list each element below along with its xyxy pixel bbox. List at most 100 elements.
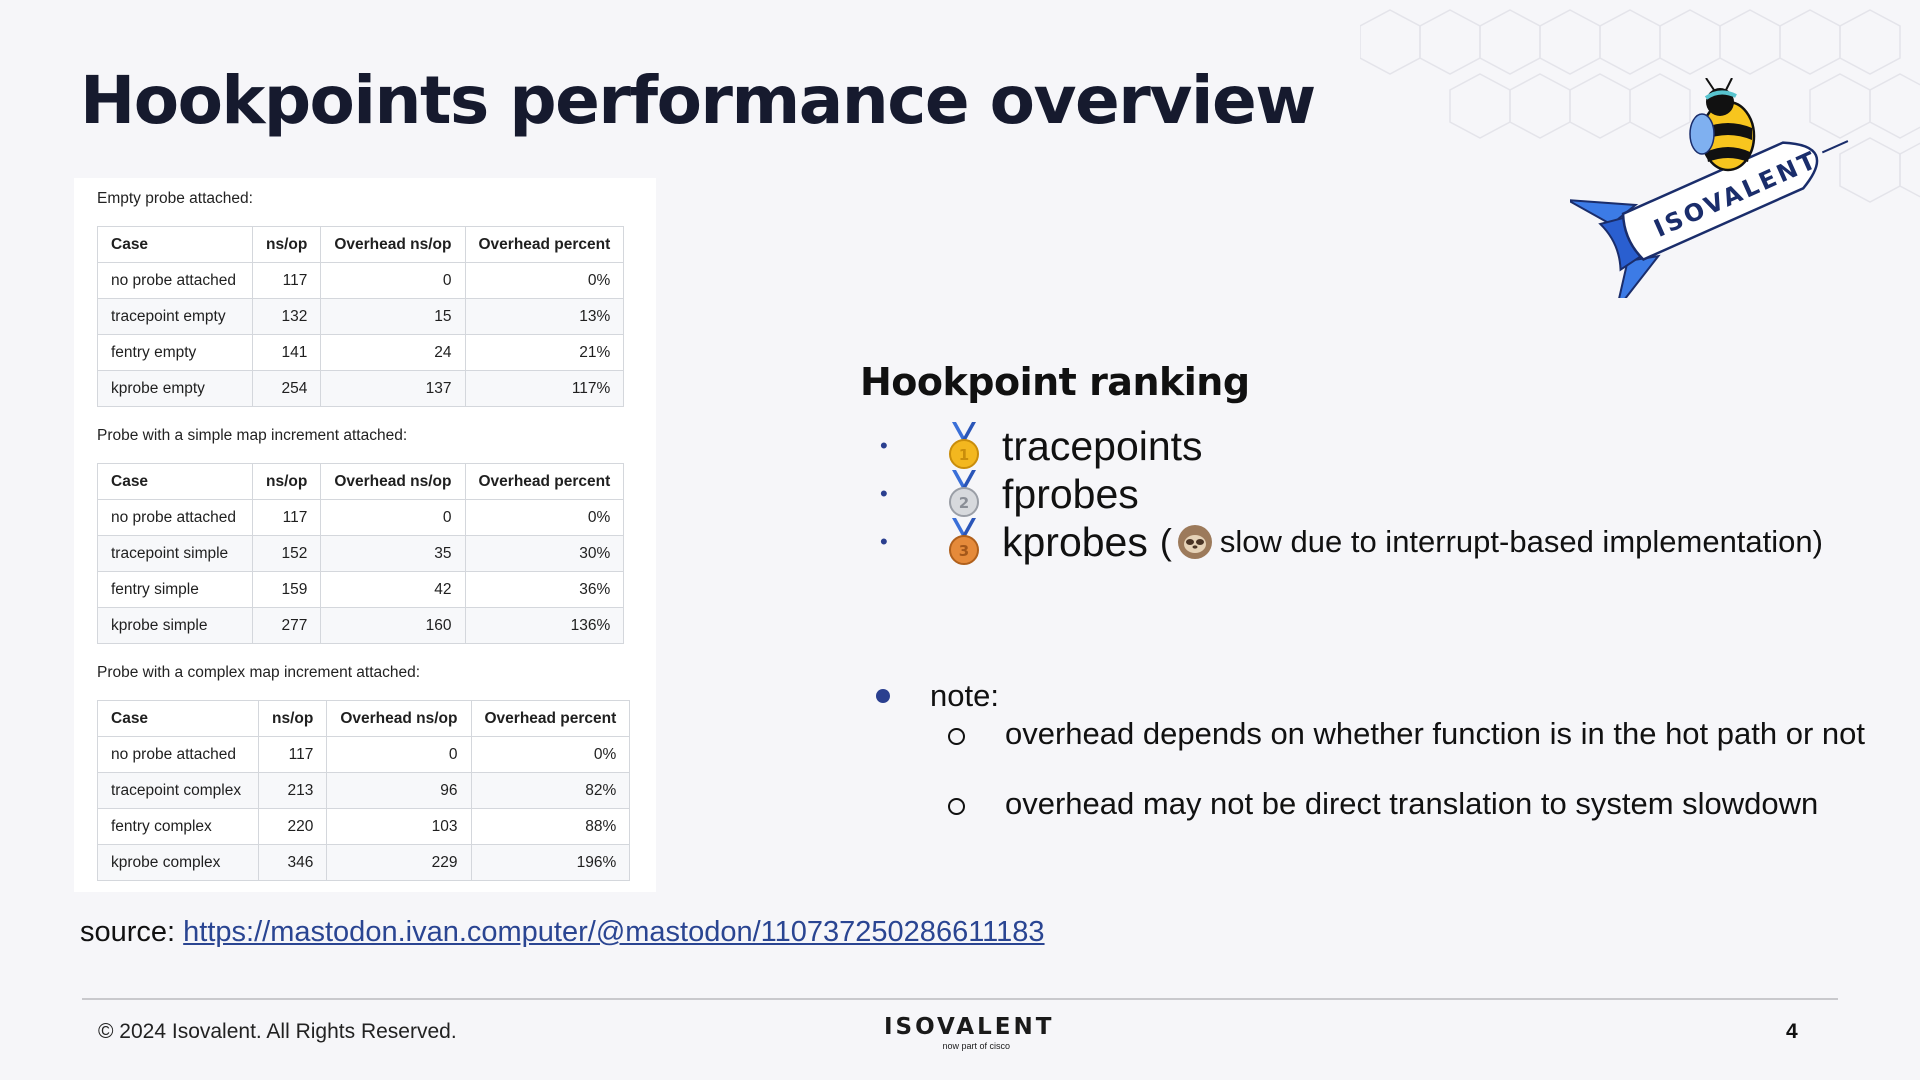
cell-ns-op: 117 bbox=[251, 499, 322, 536]
note-open-paren: ( bbox=[1159, 521, 1172, 562]
col-header-case: Case bbox=[97, 463, 253, 500]
bullet-icon: • bbox=[880, 529, 888, 554]
note-text: slow due to interrupt-based implementati… bbox=[1219, 524, 1823, 559]
table-row: tracepoint complex 213 96 82% bbox=[97, 772, 631, 809]
cell-ns-op: 117 bbox=[257, 736, 328, 773]
isovalent-logo: ISOVALENT now part of cisco bbox=[884, 1014, 1055, 1054]
cell-ns-op: 254 bbox=[251, 370, 322, 407]
circle-bullet-icon bbox=[948, 728, 965, 745]
cell-overhead-ns: 0 bbox=[320, 262, 466, 299]
page-number: 4 bbox=[1786, 1020, 1798, 1043]
table-row: kprobe simple 277 160 136% bbox=[97, 607, 625, 644]
col-header-overhead-pct: Overhead percent bbox=[464, 463, 625, 500]
table-row: tracepoint simple 152 35 30% bbox=[97, 535, 625, 572]
table-caption-simple: Probe with a simple map increment attach… bbox=[97, 427, 408, 444]
cell-overhead-ns: 0 bbox=[326, 736, 472, 773]
ranking-item-kprobes: • 3 kprobes ( slow due to interrupt-base… bbox=[880, 518, 1823, 566]
cell-case: tracepoint empty bbox=[97, 298, 253, 335]
table-row: kprobe empty 254 137 117% bbox=[97, 370, 625, 407]
col-header-overhead-ns: Overhead ns/op bbox=[326, 700, 472, 737]
cell-ns-op: 346 bbox=[257, 844, 328, 881]
cell-ns-op: 159 bbox=[251, 571, 322, 608]
cell-overhead-ns: 35 bbox=[320, 535, 466, 572]
col-header-ns-op: ns/op bbox=[257, 700, 328, 737]
svg-text:3: 3 bbox=[959, 542, 969, 560]
table-caption-complex: Probe with a complex map increment attac… bbox=[97, 664, 421, 681]
copyright-text: © 2024 Isovalent. All Rights Reserved. bbox=[98, 1020, 457, 1043]
cell-overhead-pct: 0% bbox=[470, 736, 631, 773]
note-label: note: bbox=[930, 678, 999, 713]
cell-overhead-ns: 103 bbox=[326, 808, 472, 845]
cell-overhead-pct: 30% bbox=[464, 535, 625, 572]
cell-overhead-pct: 13% bbox=[464, 298, 625, 335]
cell-overhead-ns: 160 bbox=[320, 607, 466, 644]
table-row: fentry complex 220 103 88% bbox=[97, 808, 631, 845]
bronze-medal-icon: 3 bbox=[949, 518, 979, 565]
svg-text:1: 1 bbox=[959, 446, 969, 464]
col-header-overhead-pct: Overhead percent bbox=[470, 700, 631, 737]
table-row: no probe attached 117 0 0% bbox=[97, 262, 625, 299]
bee-rocket-mascot-icon: ISOVALENT bbox=[1570, 78, 1849, 298]
table-row: fentry empty 141 24 21% bbox=[97, 334, 625, 371]
cell-overhead-ns: 0 bbox=[320, 499, 466, 536]
col-header-ns-op: ns/op bbox=[251, 226, 322, 263]
table-header-row: Case ns/op Overhead ns/op Overhead perce… bbox=[97, 700, 631, 737]
cell-ns-op: 132 bbox=[251, 298, 322, 335]
table-row: fentry simple 159 42 36% bbox=[97, 571, 625, 608]
note-sub-item: overhead may not be direct translation t… bbox=[948, 786, 1920, 822]
cell-case: no probe attached bbox=[97, 736, 259, 773]
table-row: tracepoint empty 132 15 13% bbox=[97, 298, 625, 335]
ranking-item-label: fprobes bbox=[1002, 470, 1139, 517]
cell-ns-op: 141 bbox=[251, 334, 322, 371]
cell-case: tracepoint complex bbox=[97, 772, 259, 809]
col-header-case: Case bbox=[97, 226, 253, 263]
source-link[interactable]: https://mastodon.ivan.computer/@mastodon… bbox=[183, 916, 1045, 948]
cell-overhead-pct: 0% bbox=[464, 262, 625, 299]
bullet-icon: • bbox=[880, 481, 888, 506]
col-header-overhead-ns: Overhead ns/op bbox=[320, 463, 466, 500]
logo-wordmark: ISOVALENT bbox=[884, 1014, 1055, 1040]
ranking-item-fprobes: • 2 fprobes bbox=[880, 470, 1139, 518]
cell-ns-op: 220 bbox=[257, 808, 328, 845]
cell-case: fentry simple bbox=[97, 571, 253, 608]
table-caption-empty: Empty probe attached: bbox=[97, 190, 253, 207]
slide-title: Hookpoints performance overview bbox=[80, 62, 1316, 139]
col-header-ns-op: ns/op bbox=[251, 463, 322, 500]
cell-overhead-ns: 137 bbox=[320, 370, 466, 407]
footer-divider bbox=[82, 998, 1838, 1000]
cell-ns-op: 213 bbox=[257, 772, 328, 809]
cell-overhead-pct: 196% bbox=[470, 844, 631, 881]
benchmark-tables-image: Empty probe attached: Case ns/op Overhea… bbox=[74, 178, 656, 892]
table-empty-probe: Case ns/op Overhead ns/op Overhead perce… bbox=[97, 226, 625, 407]
cell-case: kprobe simple bbox=[97, 607, 253, 644]
table-row: no probe attached 117 0 0% bbox=[97, 499, 625, 536]
ranking-title: Hookpoint ranking bbox=[860, 360, 1250, 404]
circle-bullet-icon bbox=[948, 798, 965, 815]
cell-overhead-pct: 136% bbox=[464, 607, 625, 644]
note-sub-text: overhead may not be direct translation t… bbox=[1005, 786, 1819, 821]
cell-case: no probe attached bbox=[97, 499, 253, 536]
hexagon-pattern-decoration bbox=[1360, 9, 1920, 203]
cell-case: kprobe empty bbox=[97, 370, 253, 407]
ranking-item-label: kprobes bbox=[1002, 518, 1148, 565]
cell-overhead-pct: 88% bbox=[470, 808, 631, 845]
ranking-item-label: tracepoints bbox=[1002, 422, 1203, 469]
note-sub-item: overhead depends on whether function is … bbox=[948, 716, 1920, 752]
svg-text:2: 2 bbox=[959, 494, 969, 512]
col-header-case: Case bbox=[97, 700, 259, 737]
cell-overhead-pct: 117% bbox=[464, 370, 625, 407]
cell-case: fentry complex bbox=[97, 808, 259, 845]
cell-case: fentry empty bbox=[97, 334, 253, 371]
col-header-overhead-ns: Overhead ns/op bbox=[320, 226, 466, 263]
cell-case: tracepoint simple bbox=[97, 535, 253, 572]
table-header-row: Case ns/op Overhead ns/op Overhead perce… bbox=[97, 463, 625, 500]
gold-medal-icon: 1 bbox=[949, 422, 979, 469]
cell-overhead-ns: 42 bbox=[320, 571, 466, 608]
source-line: source: https://mastodon.ivan.computer/@… bbox=[80, 916, 1045, 949]
col-header-overhead-pct: Overhead percent bbox=[464, 226, 625, 263]
table-row: no probe attached 117 0 0% bbox=[97, 736, 631, 773]
bullet-icon bbox=[876, 689, 890, 703]
cell-case: no probe attached bbox=[97, 262, 253, 299]
silver-medal-icon: 2 bbox=[949, 470, 979, 517]
cell-overhead-ns: 15 bbox=[320, 298, 466, 335]
